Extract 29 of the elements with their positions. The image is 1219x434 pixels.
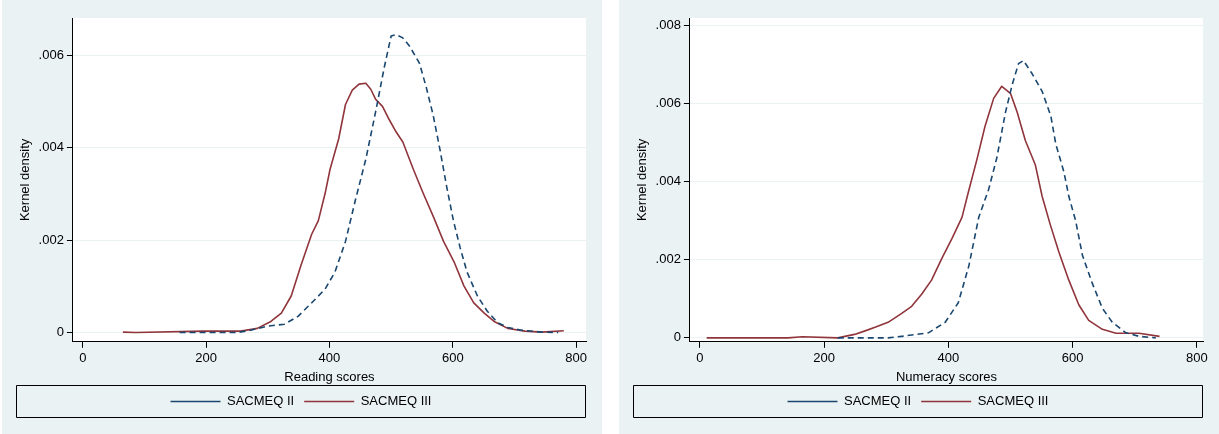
legend-label: SACMEQ III bbox=[360, 393, 432, 409]
x-tick-label: 600 bbox=[441, 350, 464, 366]
legend-label: SACMEQ II bbox=[227, 393, 295, 409]
x-tick-label: 600 bbox=[1061, 350, 1084, 366]
y-tick-label: .002 bbox=[655, 251, 681, 267]
x-tick-label: 200 bbox=[195, 350, 217, 366]
y-axis-title: Kernel density bbox=[634, 138, 650, 222]
x-axis-title: Reading scores bbox=[284, 368, 376, 384]
legend-label: SACMEQ III bbox=[977, 393, 1049, 409]
y-tick-label: .006 bbox=[38, 46, 64, 62]
y-tick-label: 0 bbox=[56, 324, 64, 340]
y-tick-label: .002 bbox=[38, 231, 64, 247]
x-tick-label: 400 bbox=[318, 350, 341, 366]
line-series bbox=[178, 33, 560, 334]
x-tick-label: 200 bbox=[813, 350, 835, 366]
x-tick-label: 0 bbox=[696, 350, 704, 366]
y-tick-label: .004 bbox=[38, 139, 64, 155]
y-tick-label: .008 bbox=[655, 17, 681, 33]
x-tick-label: 0 bbox=[79, 350, 87, 366]
x-axis-title: Numeracy scores bbox=[895, 368, 998, 384]
line-series bbox=[836, 59, 1157, 339]
x-tick-label: 800 bbox=[565, 350, 587, 366]
x-tick-label: 800 bbox=[1185, 350, 1208, 366]
legend-label: SACMEQ II bbox=[844, 393, 912, 409]
y-axis-title: Kernel density bbox=[17, 138, 33, 222]
x-tick-label: 400 bbox=[937, 350, 960, 366]
y-tick-label: 0 bbox=[673, 329, 681, 345]
y-tick-label: .004 bbox=[655, 173, 681, 189]
y-tick-label: .006 bbox=[655, 95, 681, 111]
